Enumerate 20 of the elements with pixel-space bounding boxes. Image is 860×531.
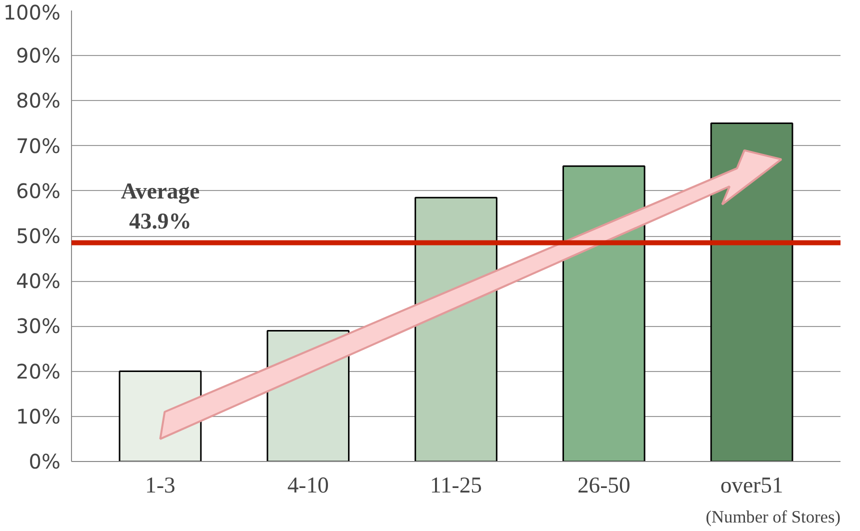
y-tick-label: 0%: [28, 450, 61, 474]
y-tick-label: 100%: [3, 0, 61, 24]
x-tick-label: 11-25: [430, 472, 482, 498]
x-tick-label: 1-3: [145, 472, 176, 498]
y-tick-label: 30%: [16, 314, 60, 338]
bar: [710, 122, 794, 462]
y-tick-label: 50%: [16, 224, 60, 248]
text: (Number of Stores): [706, 508, 841, 526]
y-tick-label: 80%: [16, 88, 60, 113]
x-tick-label: over51: [720, 472, 784, 498]
x-tick-label: 4-10: [287, 472, 329, 498]
y-tick-label: 70%: [16, 134, 60, 158]
y-tick-label: 20%: [16, 359, 60, 384]
y-tick-label: 40%: [16, 269, 60, 294]
y-tick-label: 60%: [16, 178, 60, 203]
bar: [562, 165, 646, 462]
x-tick-label: 26-50: [577, 472, 630, 498]
y-tick-label: 90%: [16, 44, 60, 68]
annotation: Average 43.9%: [120, 178, 200, 234]
y-tick-label: 10%: [16, 404, 60, 428]
